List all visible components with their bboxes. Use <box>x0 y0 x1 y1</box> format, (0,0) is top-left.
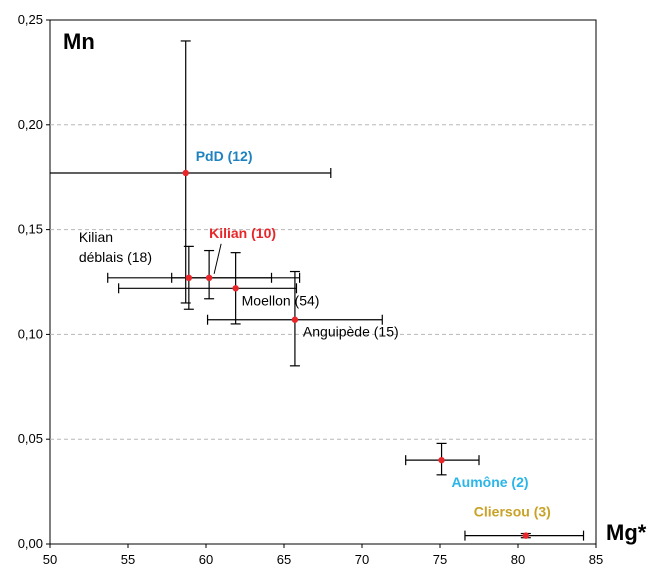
data-point <box>232 285 239 292</box>
data-point <box>291 316 299 323</box>
data-point <box>522 532 529 539</box>
y-tick-label: 0,15 <box>18 222 43 237</box>
y-tick-label: 0,00 <box>18 536 43 551</box>
x-tick-label: 75 <box>433 552 447 567</box>
point-label-line: Kilian <box>79 229 113 245</box>
point-label-line: déblais (18) <box>79 249 152 265</box>
point-labels: PdD (12) Kilian (10) Kilian déblais (18) Moe… <box>79 148 551 520</box>
data-point <box>438 456 445 464</box>
x-axis-ticks: 50 55 60 65 70 75 80 85 <box>43 544 603 567</box>
y-tick-label: 0,20 <box>18 117 43 132</box>
y-axis-title: Mn <box>63 29 95 54</box>
x-tick-label: 65 <box>277 552 291 567</box>
x-tick-label: 80 <box>511 552 525 567</box>
point-label: Kilian (10) <box>209 225 276 241</box>
data-point <box>185 274 193 282</box>
point-label: Moellon (54) <box>242 292 320 308</box>
x-tick-label: 85 <box>589 552 603 567</box>
leader-line <box>213 243 222 274</box>
y-tick-label: 0,25 <box>18 12 43 27</box>
point-label: PdD (12) <box>196 148 253 164</box>
point-label: Kilian déblais (18) <box>79 229 152 265</box>
point-label: Aumône (2) <box>452 474 529 490</box>
plot-area <box>49 19 597 545</box>
point-label: Anguipède (15) <box>303 324 399 340</box>
y-tick-label: 0,10 <box>18 326 43 341</box>
grid-lines <box>50 124 596 440</box>
y-axis-ticks: 0,00 0,05 0,10 0,15 0,20 0,25 <box>18 12 50 551</box>
data-points <box>182 169 529 539</box>
x-tick-label: 70 <box>355 552 369 567</box>
point-label: Cliersou (3) <box>474 504 551 520</box>
x-tick-label: 55 <box>121 552 135 567</box>
x-tick-label: 60 <box>199 552 213 567</box>
data-point <box>182 169 189 177</box>
data-point <box>205 274 213 282</box>
leader-lines <box>213 243 222 274</box>
x-axis-title: Mg* <box>606 520 647 545</box>
x-tick-label: 50 <box>43 552 57 567</box>
y-tick-label: 0,05 <box>18 431 43 446</box>
